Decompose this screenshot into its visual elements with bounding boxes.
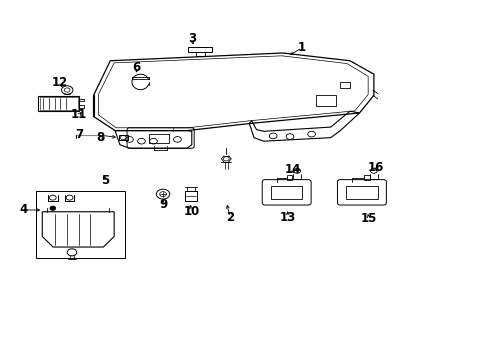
Text: 11: 11: [71, 108, 87, 121]
Bar: [346, 186, 377, 199]
Bar: [270, 186, 302, 199]
Text: 4: 4: [20, 203, 28, 216]
Bar: [286, 175, 292, 180]
Bar: [316, 95, 335, 106]
Text: 8: 8: [97, 131, 104, 144]
Bar: [119, 135, 127, 140]
Text: 6: 6: [132, 60, 141, 73]
Bar: [148, 134, 168, 143]
Bar: [188, 47, 212, 52]
Text: 3: 3: [187, 32, 196, 45]
Bar: [184, 191, 196, 201]
Circle shape: [50, 206, 56, 210]
Text: 9: 9: [159, 198, 167, 211]
Text: 1: 1: [297, 41, 305, 54]
Text: 14: 14: [284, 163, 300, 176]
Bar: [340, 82, 349, 88]
Text: 16: 16: [367, 161, 384, 174]
Bar: [36, 190, 124, 258]
Text: 2: 2: [225, 211, 234, 224]
Text: 15: 15: [360, 212, 377, 225]
Text: 12: 12: [52, 76, 68, 90]
Bar: [79, 105, 84, 108]
Text: 13: 13: [279, 211, 295, 224]
Bar: [79, 99, 84, 101]
Bar: [40, 98, 78, 110]
Bar: [364, 175, 369, 180]
Text: 7: 7: [75, 128, 83, 141]
Text: 10: 10: [183, 205, 200, 218]
Text: 5: 5: [101, 174, 109, 186]
Bar: [39, 96, 79, 111]
